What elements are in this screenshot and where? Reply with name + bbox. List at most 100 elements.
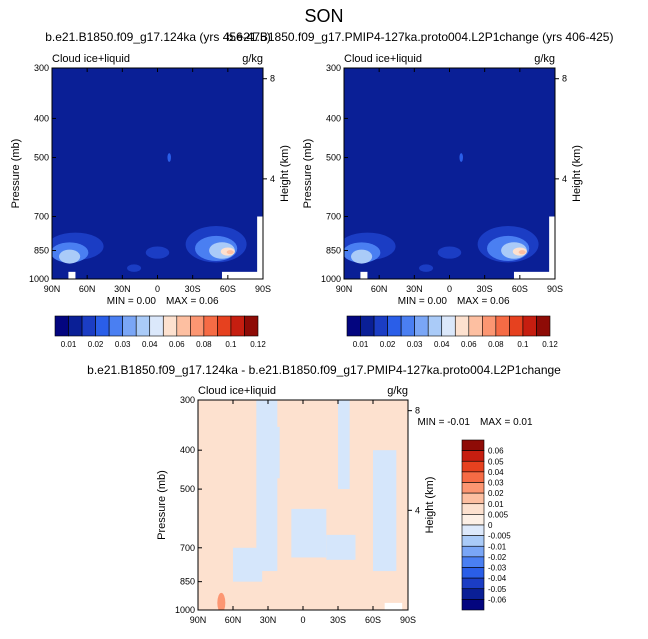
- contour-blob: [226, 250, 234, 255]
- colorbar-label: 0.06: [488, 447, 504, 456]
- panel-1: 90N 60N 30N 0 30S 60S 90S 300 400 500 700 850 1000 8 4…: [10, 30, 291, 307]
- colorbar-cell: [461, 450, 485, 462]
- colorbar-label: 0: [488, 521, 493, 530]
- colorbar-cell: [162, 315, 178, 337]
- missing-data: [360, 271, 368, 279]
- stats-readout: MIN = -0.01 MAX = 0.01: [417, 417, 532, 428]
- y-tick-label: 500: [180, 484, 195, 494]
- contour-blob: [127, 264, 142, 272]
- contour-blob: [145, 246, 170, 259]
- y-axis-right-label: Height (km): [571, 145, 583, 202]
- x-tick-label: 30S: [185, 284, 201, 294]
- y-axis-right-label: Height (km): [279, 145, 291, 202]
- colorbar-label: -0.03: [488, 564, 507, 573]
- y-right-tick-label: 4: [270, 174, 275, 184]
- missing-data: [384, 602, 403, 610]
- x-tick-label: 60N: [371, 284, 388, 294]
- colorbar-label: 0.01: [488, 500, 504, 509]
- missing-data: [513, 271, 555, 279]
- y-right-tick-label: 8: [562, 74, 567, 84]
- y-tick-label: 300: [34, 63, 49, 73]
- variable-label: Cloud ice+liquid: [52, 53, 130, 65]
- colorbar-label: 0.04: [434, 340, 450, 349]
- variable-label: Cloud ice+liquid: [344, 53, 422, 65]
- y-tick-label: 500: [34, 153, 49, 163]
- y-tick-label: 300: [326, 63, 341, 73]
- min-label: MIN = 0.00: [107, 296, 157, 307]
- colorbar-label: 0.02: [488, 489, 504, 498]
- missing-data: [68, 271, 76, 279]
- colorbar-cell: [176, 315, 191, 337]
- colorbar-cell: [461, 439, 485, 451]
- colorbar-label: 0.08: [488, 340, 504, 349]
- x-tick-label: 30S: [477, 284, 493, 294]
- colorbar-cell: [441, 315, 456, 337]
- y-tick-label: 400: [326, 113, 341, 123]
- variable-label: Cloud ice+liquid: [198, 385, 276, 397]
- colorbar-cell: [461, 535, 485, 547]
- y-tick-label: 850: [326, 246, 341, 256]
- colorbar-cell: [400, 315, 415, 337]
- colorbar-cell: [461, 567, 485, 579]
- max-label: MAX = 0.06: [166, 296, 219, 307]
- x-tick-label: 0: [300, 615, 305, 625]
- y-right-tick-label: 4: [415, 505, 420, 515]
- colorbar-cell: [495, 315, 510, 337]
- y-tick-label: 400: [34, 113, 49, 123]
- x-tick-label: 90S: [400, 615, 416, 625]
- colorbar-label: 0.03: [488, 479, 504, 488]
- x-tick-label: 30S: [330, 615, 346, 625]
- colorbar-cell: [135, 315, 151, 337]
- y-tick-label: 700: [326, 211, 341, 221]
- colorbar-cell: [387, 315, 402, 337]
- contour-blob: [419, 264, 434, 272]
- units-label: g/kg: [242, 53, 263, 65]
- contour-blob: [459, 153, 463, 162]
- colorbar-cell: [190, 315, 205, 337]
- y-tick-label: 400: [180, 445, 195, 455]
- x-tick-label: 60N: [225, 615, 242, 625]
- y-tick-label: 700: [180, 543, 195, 553]
- colorbar-cell: [461, 588, 485, 600]
- y-axis-right-label: Height (km): [424, 477, 436, 534]
- panel-title: b.e21.B1850.f09_g17.PMIP4-127ka.proto004…: [227, 30, 614, 44]
- colorbar-label: -0.01: [488, 542, 507, 551]
- colorbar: 0.01 0.02 0.03 0.04 0.06 0.08 0.1 0.12: [54, 315, 266, 349]
- contour-patch: [217, 592, 226, 610]
- colorbar-cell: [95, 315, 110, 337]
- colorbar-cell: [461, 545, 485, 558]
- max-label: MAX = 0.01: [480, 417, 533, 428]
- contour-patch: [326, 534, 356, 560]
- stats-readout: MIN = 0.00 MAX = 0.06: [398, 296, 510, 307]
- colorbar-label: 0.01: [61, 340, 77, 349]
- units-label: g/kg: [387, 385, 408, 397]
- y-tick-label: 500: [326, 153, 341, 163]
- panel-field: [344, 68, 555, 279]
- colorbar-label: 0.005: [488, 510, 509, 519]
- stats-readout: MIN = 0.00 MAX = 0.06: [107, 296, 219, 307]
- colorbar-label: -0.06: [488, 595, 507, 604]
- colorbar-cell: [217, 315, 232, 337]
- colorbar-label: 0.06: [461, 340, 477, 349]
- colorbar-cell: [427, 315, 443, 337]
- panel-field: [198, 400, 408, 610]
- colorbar-cell: [461, 556, 485, 568]
- colorbar-cell: [149, 315, 164, 337]
- contour-patch: [268, 426, 280, 479]
- colorbar-label: 0.04: [142, 340, 158, 349]
- y-tick-label: 1000: [29, 274, 49, 284]
- colorbar-label: 0.01: [353, 340, 369, 349]
- colorbar-label: -0.04: [488, 574, 507, 583]
- units-label: g/kg: [534, 53, 555, 65]
- colorbar-cell: [108, 315, 123, 337]
- y-tick-label: 850: [34, 246, 49, 256]
- x-tick-label: 30N: [114, 284, 131, 294]
- contour-blob: [437, 246, 462, 259]
- y-right-tick-label: 4: [562, 174, 567, 184]
- colorbar-cell: [230, 315, 245, 337]
- y-tick-label: 1000: [175, 605, 195, 615]
- colorbar-cell: [454, 315, 470, 337]
- max-label: MAX = 0.06: [457, 296, 510, 307]
- y-axis-label: Pressure (mb): [10, 139, 22, 209]
